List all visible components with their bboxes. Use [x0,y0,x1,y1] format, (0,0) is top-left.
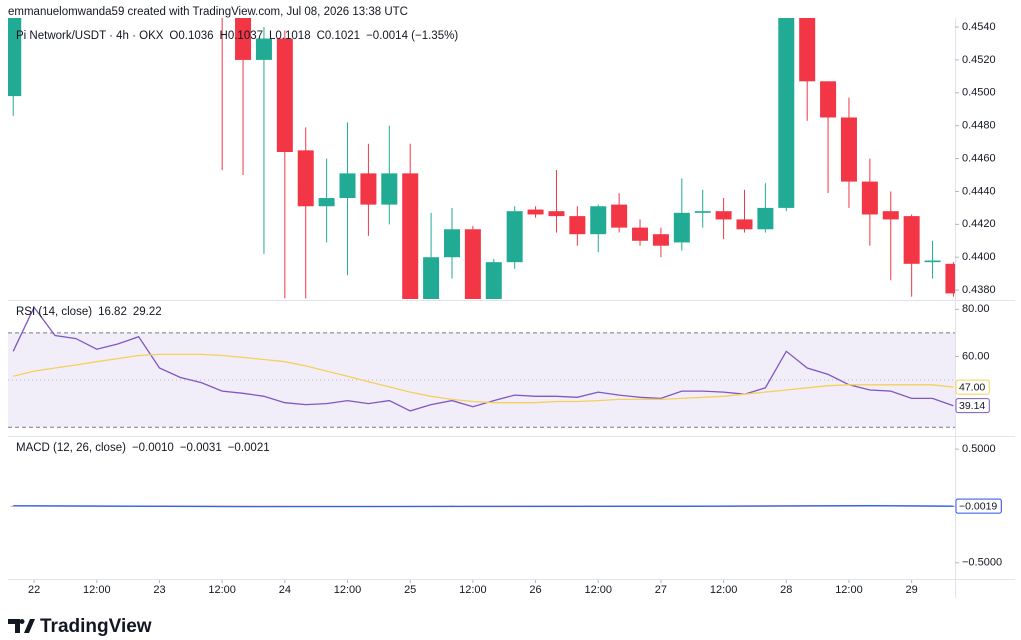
legend-text: C0.1021 [317,30,360,42]
candle-body [527,209,544,215]
x-tick-label: 12:00 [334,584,362,596]
rsi-band-fill [8,332,955,428]
x-tick-label: 12:00 [710,584,738,596]
candle-body [924,260,941,263]
series-line [13,353,954,404]
candle-body [485,262,502,299]
legend-text: −0.0021 [228,442,270,454]
y-tick-label: −0.5000 [962,557,1002,569]
legend-text: 16.82 [98,306,127,318]
plot-area [8,18,955,299]
badge-box [955,498,1002,514]
candle-body [652,234,669,246]
y-tick-label: 0.4400 [962,251,996,263]
candle-body [423,257,440,299]
y-tick-label: 0.4500 [962,87,996,99]
legend-text: Pi Network/USDT · 4h · OKX [16,30,164,42]
candle-body [506,211,523,263]
candle-body [715,211,732,220]
legend-text: MACD (12, 26, close) [16,442,126,454]
badge-label: 47.00 [959,381,985,393]
candle-body [945,263,955,294]
candle-body [673,212,690,243]
candle-body [694,211,711,213]
candle-body [360,173,377,205]
y-tick-label: 60.00 [962,350,990,362]
candle-body [882,211,899,220]
candle-body [590,206,607,235]
series-line [13,505,954,508]
candle-body [611,204,628,228]
badge-label: 39.14 [959,400,985,412]
logo-text: TradingView [40,616,152,637]
candle-body [381,173,398,205]
candle-body [318,198,335,207]
x-tick-label: 12:00 [208,584,236,596]
candle-body [840,117,857,182]
y-tick-label: 0.4420 [962,218,996,230]
y-tick-label: 0.4540 [962,21,996,33]
candle-body [736,219,753,230]
candle-body [443,229,460,258]
y-tick-label: 0.5000 [962,443,996,455]
candle-body [861,181,878,215]
plot-area [8,305,955,428]
logo-icon [8,618,35,633]
candle-body [402,173,419,299]
x-tick-label: 28 [780,584,792,596]
candle-body [276,38,293,152]
y-tick-label: 0.4460 [962,152,996,164]
y-tick-label: 80.00 [962,303,990,315]
candle-body [235,18,252,60]
legend-text: L0.1018 [269,30,311,42]
legend-text: −0.0010 [132,442,174,454]
badge-box [955,398,990,414]
legend-text: −0.0014 (−1.35%) [366,30,458,42]
candle-body [820,81,837,118]
plot-area [10,505,955,508]
legend-text: O0.1036 [169,30,213,42]
legend-text: RSI (14, close) [16,306,92,318]
legend-text: 29.22 [133,306,162,318]
x-tick-label: 26 [529,584,541,596]
candle-body [339,173,356,199]
y-tick-label: 0.4480 [962,120,996,132]
x-tick-label: 29 [906,584,918,596]
price-badge: −0.0019 [955,498,1002,514]
y-tick-label: 0.4440 [962,185,996,197]
x-tick-label: 24 [279,584,291,596]
legend-text: −0.0031 [180,442,222,454]
x-tick-label: 27 [655,584,667,596]
badge-label: −0.0019 [959,500,997,512]
x-tick-label: 25 [404,584,416,596]
candle-body [8,18,22,97]
candle-body [255,38,272,60]
x-tick-label: 12:00 [459,584,487,596]
series-line [12,305,954,412]
x-tick-label: 12:00 [83,584,111,596]
candle-body [757,207,774,230]
y-tick-label: 0.4380 [962,284,996,296]
y-tick-label: 0.4520 [962,54,996,66]
candle-body [548,211,565,217]
credit: emmanuelomwanda59 created with TradingVi… [8,6,408,18]
x-tick-label: 12:00 [835,584,863,596]
x-tick-label: 12:00 [584,584,612,596]
legend-text: H0.1037 [220,30,263,42]
candle-body [799,18,816,82]
price-badge: 47.00 [955,379,990,395]
x-tick-label: 23 [153,584,165,596]
price-badge: 39.14 [955,398,990,414]
x-tick-label: 22 [28,584,40,596]
badge-box [955,379,990,395]
candle-body [464,229,481,299]
candle-body [778,18,795,208]
candle-body [903,216,920,264]
candle-body [569,216,586,235]
candle-body [632,227,649,241]
candle-body [297,150,314,207]
logo: TradingView [8,616,152,637]
